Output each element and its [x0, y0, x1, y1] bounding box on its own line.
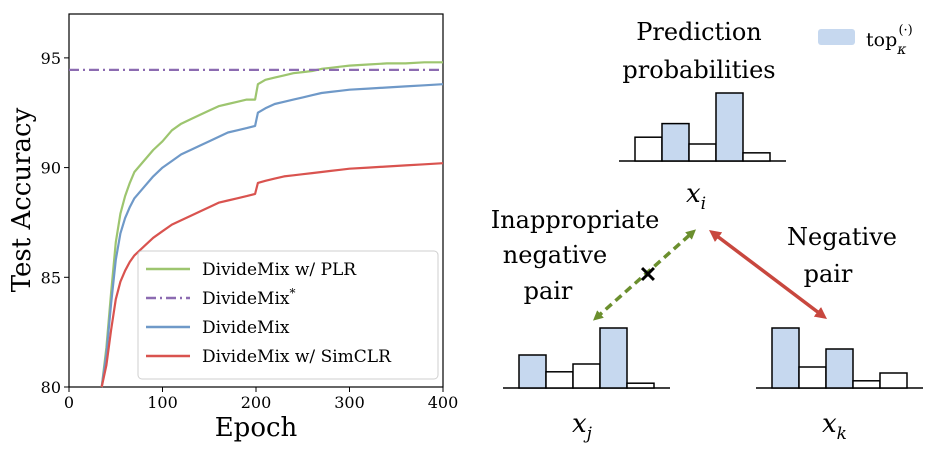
inappropriate-label-line2: negative	[503, 241, 607, 269]
prediction-title-line1: Prediction	[636, 18, 762, 46]
y-tick-label: 85	[41, 268, 61, 287]
legend-label-plr: DivideMix w/ PLR	[202, 260, 357, 280]
negative-label-line2: pair	[804, 260, 853, 288]
histogram-xk-bar	[825, 348, 854, 389]
node-label-xj: xj	[572, 409, 593, 444]
series-line-dividemix-w-simclr	[100, 162, 444, 388]
cross-mark-icon: ✕	[639, 262, 657, 288]
legend-box	[137, 250, 439, 380]
prediction-title-line2: probabilities	[622, 56, 775, 84]
histogram-xk-bar	[798, 366, 827, 389]
histogram-xi	[619, 92, 786, 162]
inappropriate-label-line3: pair	[524, 277, 573, 305]
x-axis-label: Epoch	[215, 413, 298, 443]
negative-pair-arrow	[709, 229, 827, 320]
topk-legend-swatch	[818, 29, 855, 45]
legend-label-dividemix: DivideMix	[202, 318, 290, 338]
x-tick-label: 200	[241, 393, 272, 412]
inappropriate-label-line1: Inappropriate	[491, 206, 660, 234]
legend: DivideMix w/ PLR DivideMix* DivideMix Di…	[137, 250, 439, 380]
legend-label-dividemix-star: DivideMix*	[202, 286, 295, 309]
series-layer	[69, 61, 444, 388]
histogram-xj-bar	[626, 382, 655, 389]
topk-legend: topκ(·)	[818, 23, 913, 58]
series-line-dividemix-w-plr	[100, 61, 443, 388]
histogram-xk	[756, 327, 923, 389]
topk-legend-label: topκ(·)	[866, 23, 913, 58]
histogram-xk-bar	[771, 327, 800, 389]
node-label-xi: xi	[686, 179, 706, 214]
accuracy-chart: 0 100 200 300 400 80 85 90 95 Epoch Test Accurac…	[7, 13, 459, 443]
x-tick-label: 400	[428, 393, 459, 412]
histogram-xi-bar	[715, 92, 744, 162]
histogram-xi-bar	[688, 143, 717, 162]
histogram-xi-bar	[634, 136, 663, 162]
series-line-dividemix	[100, 83, 444, 388]
histogram-xj-bar	[545, 371, 574, 389]
histogram-xj	[503, 327, 670, 389]
histogram-xi-bar	[661, 122, 690, 162]
histogram-xj-bar	[518, 354, 547, 389]
y-tick-label: 90	[41, 159, 61, 178]
node-label-xk: xk	[822, 409, 847, 444]
x-tick-label: 0	[64, 393, 74, 412]
histogram-xj-bar	[572, 363, 601, 389]
negative-label-line1: Negative	[787, 223, 897, 251]
x-tick-label: 300	[334, 393, 365, 412]
pair-diagram: Prediction probabilities topκ(·) xi xj x…	[491, 18, 923, 444]
y-tick-label: 95	[41, 49, 61, 68]
histogram-xj-bar	[599, 327, 628, 389]
x-tick-label: 100	[147, 393, 178, 412]
y-tick-label: 80	[41, 378, 61, 397]
histogram-xk-bar	[879, 372, 908, 389]
histogram-xi-bar	[742, 152, 771, 162]
inappropriate-pair-arrow	[593, 229, 696, 321]
y-axis-label: Test Accuracy	[7, 107, 37, 292]
histogram-xk-bar	[852, 380, 881, 389]
legend-label-simclr: DivideMix w/ SimCLR	[202, 347, 392, 367]
ticks-layer: 0 100 200 300 400 80 85 90 95	[41, 49, 459, 412]
